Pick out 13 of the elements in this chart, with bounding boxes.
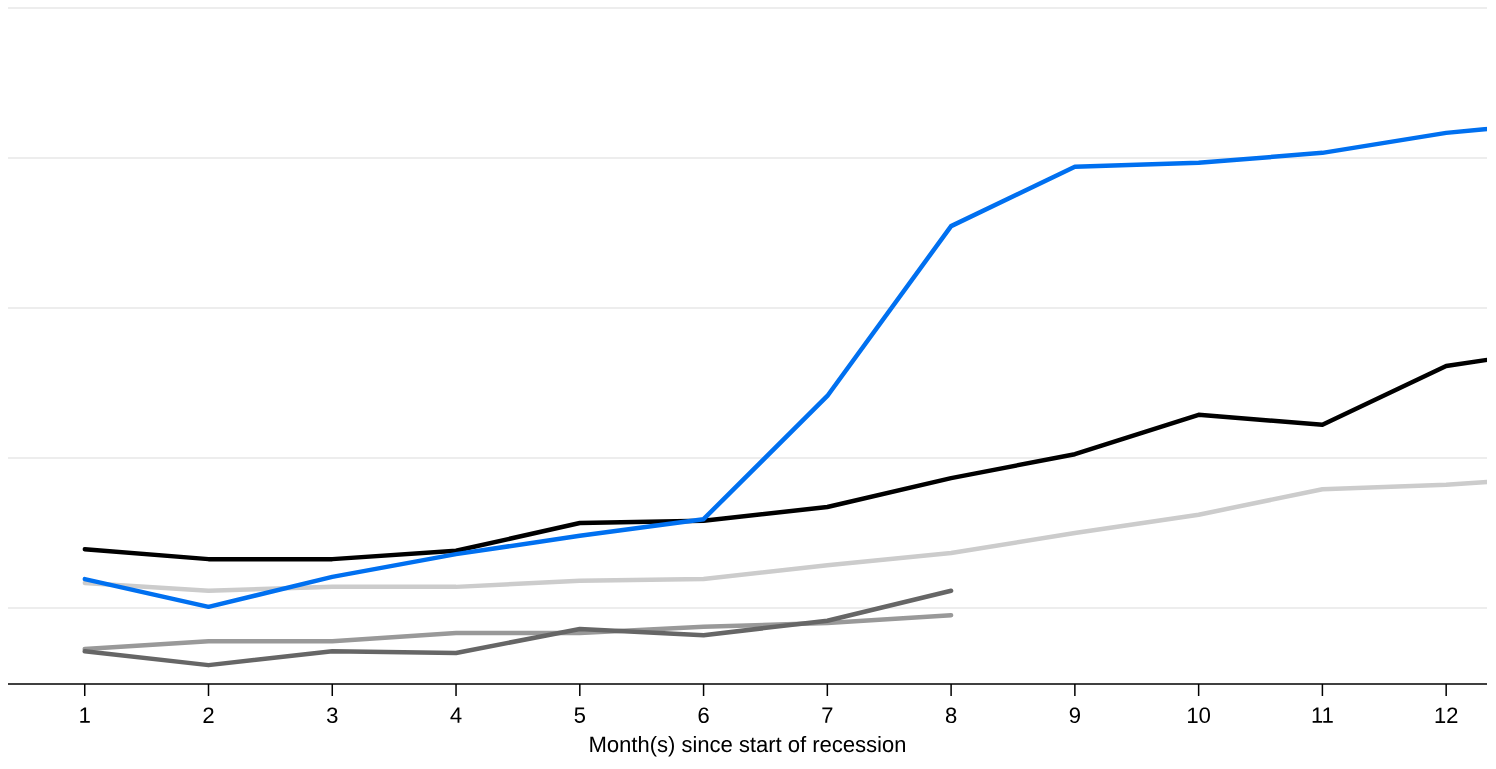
x-tick-label: 11	[1312, 707, 1333, 723]
x-tick-label: 6	[698, 707, 709, 724]
x-tick-label: 2	[203, 707, 214, 723]
x-tick-label: 8	[945, 707, 957, 724]
x-tick-label: 3	[326, 707, 338, 724]
x-tick-label: 4	[450, 707, 462, 723]
x-tick-label: 10	[1188, 707, 1210, 724]
x-tick-label: 1	[80, 707, 90, 723]
x-tick-label: 12	[1435, 707, 1458, 723]
x-tick-label: 7	[822, 707, 833, 723]
x-axis-title: Month(s) since start of recession	[590, 735, 905, 757]
x-tick-label: 9	[1069, 707, 1080, 724]
x-tick-label: 5	[574, 707, 585, 723]
